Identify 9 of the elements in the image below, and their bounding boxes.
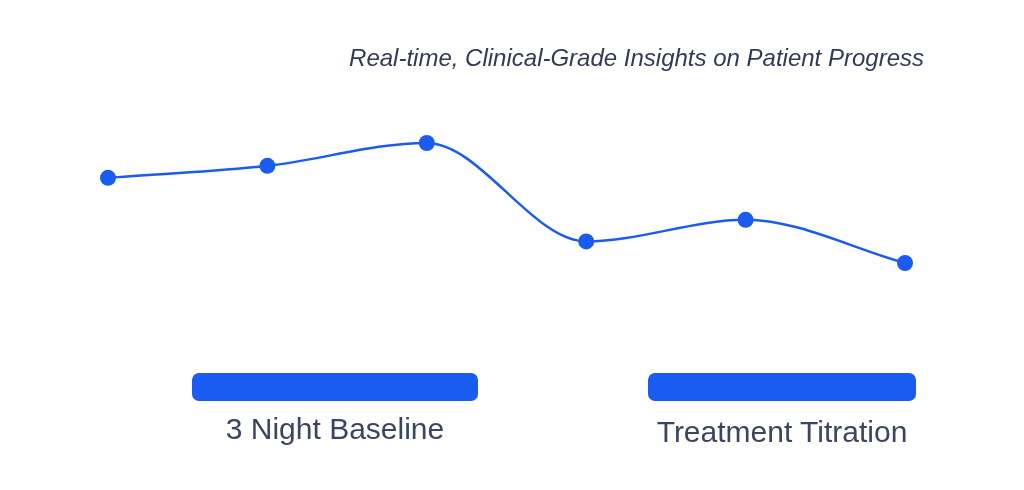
point: [100, 169, 116, 186]
point: [737, 211, 754, 228]
point: [897, 255, 913, 271]
point: [418, 135, 435, 151]
text: 3 Night Baseline: [225, 412, 445, 446]
point: [259, 157, 276, 174]
text: Treatment Titration: [656, 415, 908, 449]
point: [578, 233, 595, 250]
chart-title: Real-time, Clinical-Grade Insights on Patient Progress: [349, 44, 924, 72]
